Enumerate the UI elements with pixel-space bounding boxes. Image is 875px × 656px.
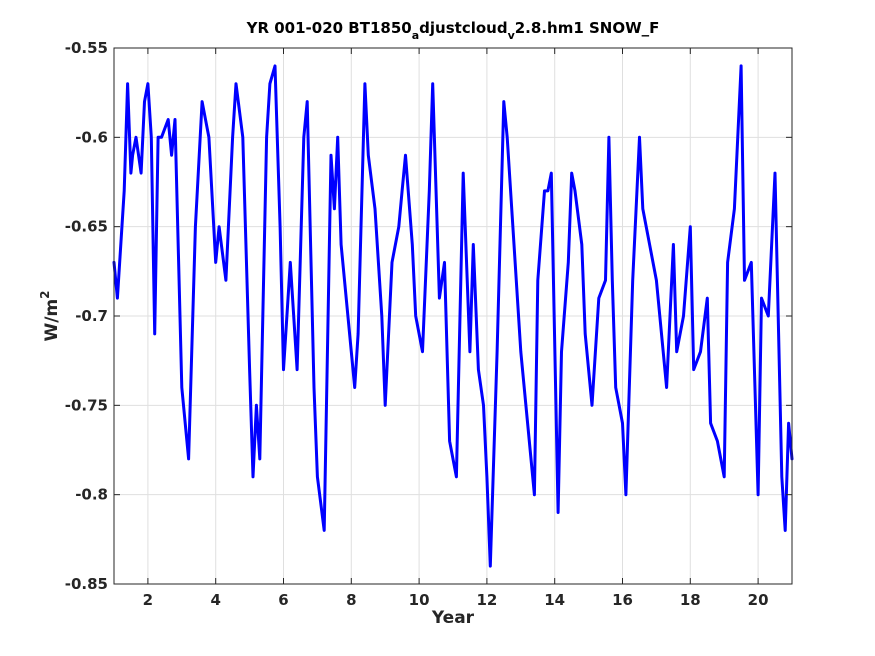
y-tick-label: -0.75 [65,396,108,414]
y-ticks: -0.85 -0.8 -0.75 -0.7 -0.65 -0.6 -0.55 [65,39,792,593]
x-axis-label: Year [431,608,475,628]
y-tick-label: -0.8 [75,486,108,504]
x-tick-label: 4 [210,591,220,609]
x-tick-label: 18 [680,591,701,609]
x-tick-label: 14 [544,591,565,609]
x-tick-label: 16 [612,591,633,609]
series-line [112,64,794,568]
x-ticks: 2 4 6 8 10 12 14 16 18 20 [143,48,769,609]
x-tick-label: 8 [346,591,356,609]
x-tick-label: 12 [476,591,497,609]
y-tick-label: -0.6 [75,128,108,146]
x-tick-label: 2 [143,591,153,609]
chart-title: YR 001-020 BT1850adjustcloudv2.8.hm1 SNO… [246,19,660,42]
x-tick-label: 6 [278,591,288,609]
x-tick-label: 10 [409,591,430,609]
y-tick-label: -0.7 [75,307,108,325]
y-tick-label: -0.85 [65,575,108,593]
y-tick-label: -0.55 [65,39,108,57]
y-tick-label: -0.65 [65,218,108,236]
y-axis-label: W/m2 [38,290,62,341]
x-tick-label: 20 [748,591,769,609]
